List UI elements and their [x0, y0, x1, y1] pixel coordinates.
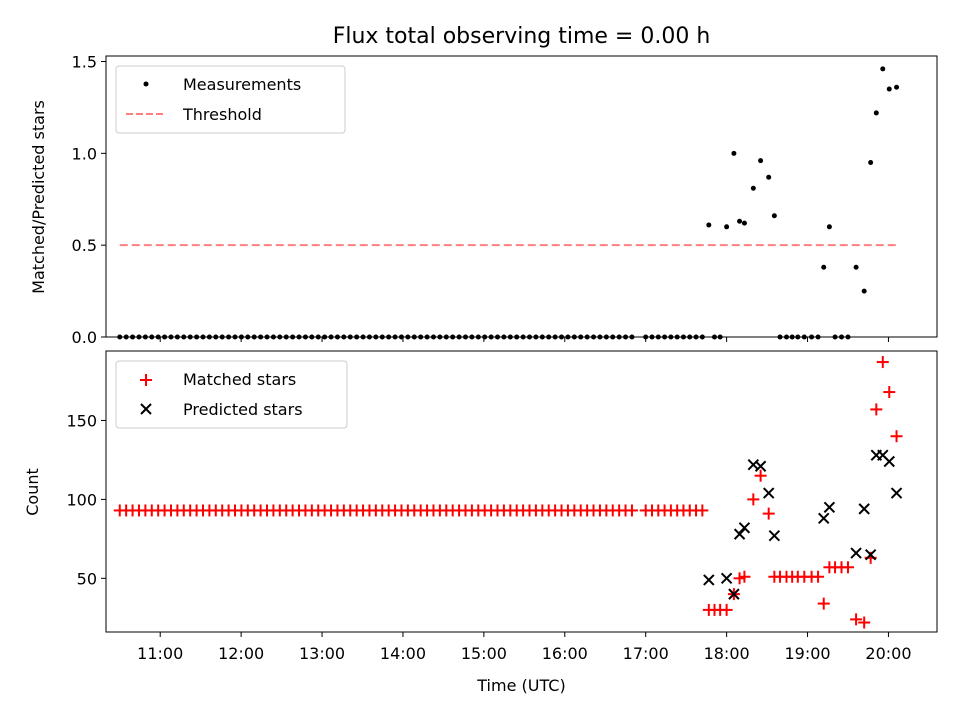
legend-matched-marker [140, 374, 152, 386]
legend-matched-label: Matched stars [183, 370, 296, 389]
top-panel: 0.0 0.5 1.0 1.5 Matched/Predicted stars Mea… [29, 53, 938, 347]
matched-star-point [890, 430, 903, 443]
measurement-point [766, 174, 772, 180]
matched-star-point [876, 356, 889, 369]
predicted-star-point [768, 529, 781, 542]
top-ytick-label: 1.0 [72, 144, 97, 163]
bottom-legend-box [115, 360, 348, 429]
predicted-star-point [850, 547, 862, 559]
predicted-star-point [733, 528, 746, 540]
top-legend-box [115, 65, 346, 134]
matched-star-point [817, 597, 830, 610]
bottom-xtick-label: 12:00 [218, 644, 264, 663]
bottom-xtick-label: 19:00 [784, 644, 830, 663]
predicted-star-point [823, 501, 836, 513]
top-ytick-label: 0.0 [72, 328, 97, 347]
predicted-star-point [883, 455, 895, 468]
predicted-star-point [738, 522, 751, 534]
bottom-x-axis-label: Time (UTC) [476, 676, 565, 695]
matched-star-point [747, 493, 760, 506]
top-ytick-label: 1.5 [72, 53, 97, 72]
matched-star-point [812, 570, 825, 583]
matched-star-point [696, 504, 709, 517]
measurement-point [750, 185, 756, 191]
bottom-xtick-label: 15:00 [461, 644, 507, 663]
predicted-star-point [754, 460, 767, 472]
measurement-point [894, 84, 900, 90]
bottom-y-ticks: 50 100 150 [66, 411, 106, 588]
measurement-point [880, 66, 886, 72]
top-y-axis-label: Matched/Predicted stars [29, 100, 48, 294]
matched-star-point [870, 403, 883, 416]
legend-measurements-marker [143, 81, 149, 87]
top-legend: Measurements Threshold [115, 65, 346, 134]
figure-title: Flux total observing time = 0.00 h [333, 24, 711, 49]
legend-predicted-marker [140, 403, 152, 415]
matched-star-point [850, 613, 863, 626]
bottom-x-ticks: 11:00 12:00 13:00 14:00 15:00 16:00 17:00 18:00… [137, 632, 912, 663]
matched-star-point [625, 504, 638, 517]
matched-star-point [841, 561, 854, 574]
measurement-point [826, 224, 832, 230]
matched-star-point [762, 507, 775, 520]
top-y-ticks: 0.0 0.5 1.0 1.5 [72, 53, 106, 347]
matched-star-point [754, 469, 767, 482]
predicted-star-point [728, 588, 740, 600]
predicted-star-point [890, 487, 903, 499]
top-ytick-label: 0.5 [72, 236, 97, 255]
bottom-xtick-label: 16:00 [542, 644, 588, 663]
legend-measurements-label: Measurements [183, 75, 301, 94]
matched-star-point [858, 616, 871, 629]
bottom-ytick-label: 50 [77, 569, 97, 588]
predicted-star-point [858, 503, 870, 515]
legend-threshold-label: Threshold [182, 105, 262, 124]
measurement-point [758, 158, 764, 164]
bottom-xtick-label: 17:00 [623, 644, 669, 663]
bottom-xtick-label: 13:00 [299, 644, 345, 663]
measurement-point [706, 222, 712, 228]
measurement-point [853, 264, 859, 270]
measurement-point [741, 220, 747, 226]
bottom-xtick-label: 11:00 [137, 644, 183, 663]
bottom-ytick-label: 150 [66, 411, 97, 430]
measurement-point [868, 160, 874, 166]
predicted-star-point [762, 487, 775, 499]
bottom-y-axis-label: Count [23, 468, 42, 516]
bottom-xtick-label: 14:00 [380, 644, 426, 663]
measurement-point [821, 264, 827, 270]
bottom-marks [113, 356, 903, 629]
bottom-xtick-label: 18:00 [704, 644, 750, 663]
top-x-ticks [159, 337, 889, 342]
predicted-star-point [818, 512, 830, 525]
predicted-star-point [864, 548, 877, 561]
matched-star-point [738, 570, 751, 583]
measurement-point [873, 110, 879, 116]
top-axes-frame [105, 55, 938, 338]
measurement-point [731, 150, 737, 156]
measurement-point [886, 86, 892, 92]
bottom-ytick-label: 100 [66, 490, 97, 509]
measurement-point [737, 218, 743, 224]
predicted-star-point [703, 574, 715, 586]
legend-predicted-label: Predicted stars [183, 400, 303, 419]
bottom-legend: Matched stars Predicted stars [115, 360, 348, 429]
matched-star-point [883, 386, 896, 399]
measurement-point [861, 288, 867, 294]
matched-star-point [720, 603, 733, 616]
measurement-point [724, 224, 730, 230]
bottom-axes-frame [105, 350, 938, 633]
predicted-star-point [720, 572, 733, 585]
measurement-point [771, 213, 777, 219]
bottom-xtick-label: 20:00 [865, 644, 911, 663]
